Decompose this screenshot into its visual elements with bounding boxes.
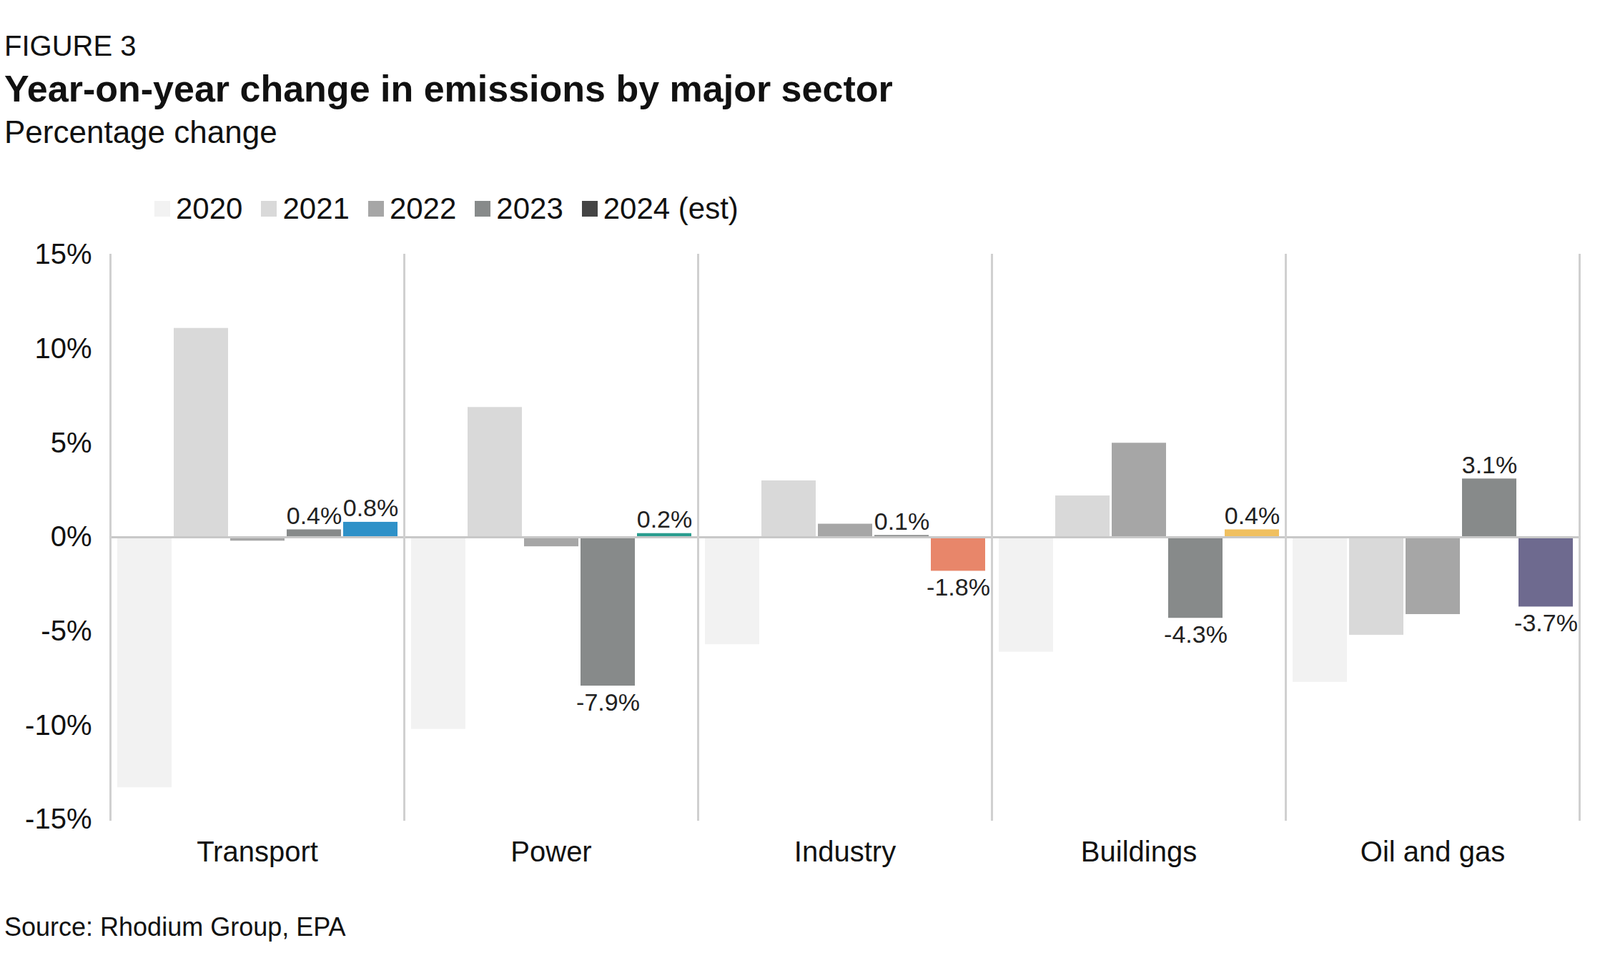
html-text:Source: Rhodium Group, EPA: Source: Rhodium Group, EPA	[4, 912, 346, 942]
svg-text:0.4%: 0.4%	[1224, 501, 1281, 530]
svg-text:Oil and gas: Oil and gas	[1360, 835, 1505, 868]
svg-text:0.8%: 0.8%	[343, 494, 399, 522]
html-text:2020: 2020	[175, 191, 243, 226]
svg-text:15%: 15%	[34, 238, 92, 270]
html-text:Percentage change: Percentage change	[4, 114, 278, 150]
svg-text:5%: 5%	[50, 426, 93, 459]
svg-text:-15%: -15%	[25, 802, 92, 835]
svg-text:Transport: Transport	[196, 835, 319, 868]
html-text:2021: 2021	[282, 191, 350, 226]
svg-text:0.4%: 0.4%	[286, 501, 343, 530]
svg-text:0.2%: 0.2%	[636, 505, 693, 533]
svg-text:10%: 10%	[34, 332, 92, 364]
html-text:Year-on-year change in emissio: Year-on-year change in emissions by majo…	[4, 67, 893, 110]
html-text:FIGURE 3: FIGURE 3	[4, 30, 137, 62]
svg-text:Power: Power	[510, 835, 592, 868]
html-text:2023: 2023	[496, 191, 564, 226]
svg-text:-10%: -10%	[25, 709, 92, 741]
svg-text:0%: 0%	[50, 520, 93, 552]
svg-text:3.1%: 3.1%	[1462, 451, 1518, 479]
svg-text:-3.7%: -3.7%	[1514, 609, 1578, 637]
svg-text:0.1%: 0.1%	[874, 507, 931, 535]
svg-text:-5%: -5%	[40, 614, 92, 647]
html-text:2024 (est): 2024 (est)	[603, 191, 739, 226]
svg-text:Industry: Industry	[794, 835, 896, 868]
svg-text:Buildings: Buildings	[1080, 835, 1197, 868]
svg-text:-4.3%: -4.3%	[1163, 620, 1228, 648]
svg-text:-1.8%: -1.8%	[926, 573, 991, 601]
svg-text:-7.9%: -7.9%	[576, 688, 640, 716]
html-text:2022: 2022	[389, 191, 457, 226]
